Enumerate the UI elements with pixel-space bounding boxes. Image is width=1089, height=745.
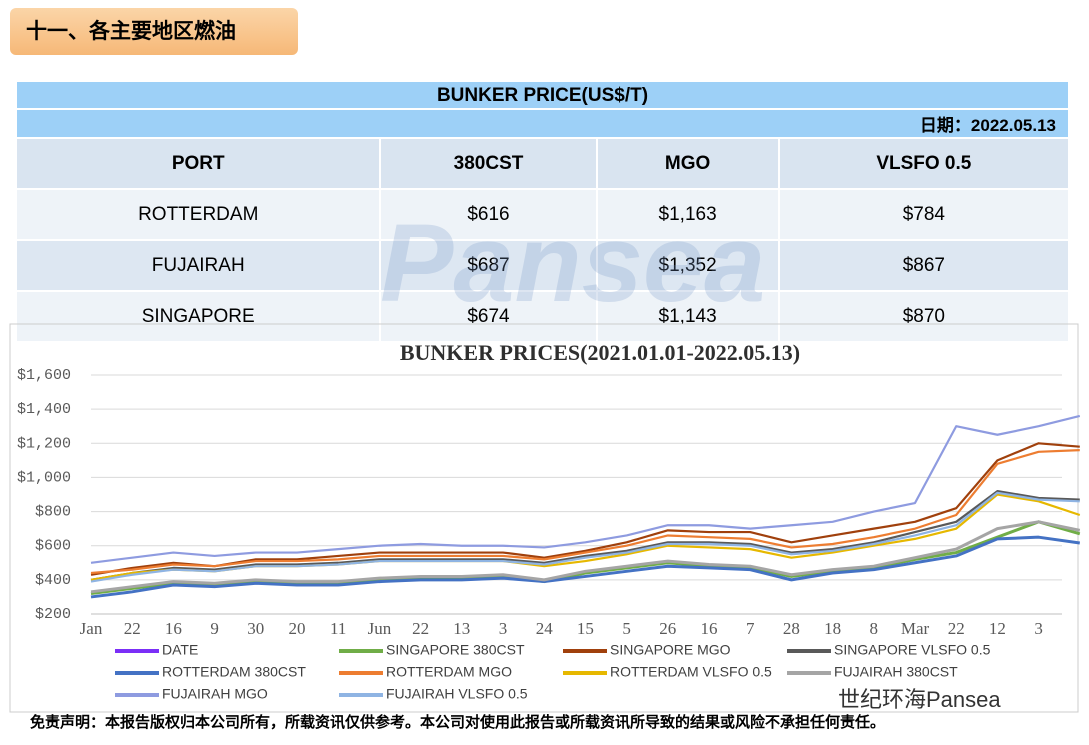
date-row: 日期：2022.05.13 [15, 108, 1070, 139]
price-table: BUNKER PRICE(US$/T) 日期：2022.05.13 PORT 380C… [14, 80, 1071, 343]
y-tick-label: $200 [35, 606, 71, 623]
x-tick-label: 24 [536, 619, 554, 638]
x-tick-label: 3 [499, 619, 508, 638]
table-cell: $674 [379, 290, 598, 343]
x-tick-label: 3 [1034, 619, 1043, 638]
x-tick-label: 20 [289, 619, 306, 638]
x-tick-label: 8 [870, 619, 879, 638]
series-line [90, 520, 1081, 596]
column-header: MGO [595, 137, 780, 190]
x-tick-label: 28 [783, 619, 800, 638]
table-cell: $784 [777, 188, 1071, 241]
table-cell: $1,163 [595, 188, 780, 241]
table-cell: $1,352 [595, 239, 780, 292]
table-row: SINGAPORE $674 $1,143 $870 [14, 290, 1071, 343]
x-tick-label: 30 [247, 619, 264, 638]
section-title: 十一、各主要地区燃油 [10, 8, 298, 55]
y-tick-label: $1,200 [17, 435, 71, 452]
legend-label: ROTTERDAM 380CST [162, 664, 306, 680]
legend-label: FUJAIRAH VLSFO 0.5 [386, 686, 528, 702]
table-cell: $1,143 [595, 290, 780, 343]
x-tick-label: 16 [701, 619, 718, 638]
table-cell: $687 [379, 239, 598, 292]
x-tick-label: 12 [989, 619, 1006, 638]
x-tick-label: 5 [622, 619, 631, 638]
legend-label: FUJAIRAH MGO [162, 686, 268, 702]
table-cell: ROTTERDAM [14, 188, 382, 241]
x-tick-label: 9 [210, 619, 219, 638]
x-tick-label: Mar [901, 619, 930, 638]
y-tick-label: $1,600 [17, 367, 71, 384]
series-line [90, 491, 1080, 583]
disclaimer: 免责声明：本报告版权归本公司所有，所载资讯仅供参考。本公司对使用此报告或所载资讯… [30, 714, 886, 731]
legend-label: FUJAIRAH 380CST [834, 664, 958, 680]
table-row: FUJAIRAH $687 $1,352 $867 [14, 239, 1071, 292]
x-tick-label: 11 [330, 619, 346, 638]
table-title: BUNKER PRICE(US$/T) [15, 80, 1070, 110]
table-date: 日期：2022.05.13 [15, 108, 1070, 139]
table-row: ROTTERDAM $616 $1,163 $784 [14, 188, 1071, 241]
series-line [90, 442, 1080, 576]
title-row: BUNKER PRICE(US$/T) [15, 80, 1070, 110]
x-tick-label: 13 [453, 619, 470, 638]
x-tick-label: 18 [824, 619, 841, 638]
chart-title: BUNKER PRICES(2021.01.01-2022.05.13) [400, 340, 800, 365]
x-tick-label: Jan [80, 619, 103, 638]
column-header: PORT [14, 137, 382, 190]
watermark: Pansea [380, 202, 766, 325]
y-tick-label: $1,400 [17, 401, 71, 418]
series-line [90, 520, 1081, 594]
x-tick-label: Jun [368, 619, 392, 638]
y-tick-label: $1,000 [17, 469, 71, 486]
column-header: 380CST [379, 137, 598, 190]
y-tick-label: $800 [35, 504, 71, 521]
legend-label: SINGAPORE VLSFO 0.5 [834, 642, 991, 658]
x-tick-label: 7 [746, 619, 755, 638]
table-cell: SINGAPORE [14, 290, 382, 343]
chart-frame [9, 323, 1079, 713]
series-line [90, 414, 1081, 564]
table-cell: $616 [379, 188, 598, 241]
legend-label: ROTTERDAM MGO [386, 664, 512, 680]
series-line [90, 449, 1080, 575]
legend-label: DATE [162, 642, 198, 658]
x-tick-label: 22 [124, 619, 141, 638]
legend-label: SINGAPORE MGO [610, 642, 731, 658]
series-line [90, 489, 1080, 581]
x-tick-label: 15 [577, 619, 594, 638]
column-header: VLSFO 0.5 [777, 137, 1071, 190]
y-tick-label: $600 [35, 538, 71, 555]
legend-label: ROTTERDAM VLSFO 0.5 [610, 664, 772, 680]
table-cell: $867 [777, 239, 1071, 292]
y-tick-label: $400 [35, 572, 71, 589]
header-row: PORT 380CST MGO VLSFO 0.5 [14, 137, 1071, 190]
x-tick-label: 22 [948, 619, 965, 638]
x-tick-label: 26 [659, 619, 676, 638]
x-tick-label: 22 [412, 619, 429, 638]
table-cell: $870 [777, 290, 1071, 343]
brand: 世纪环海Pansea [838, 687, 1001, 712]
table-cell: FUJAIRAH [14, 239, 382, 292]
legend-label: SINGAPORE 380CST [386, 642, 525, 658]
series-line [90, 535, 1081, 599]
x-tick-label: 16 [165, 619, 182, 638]
